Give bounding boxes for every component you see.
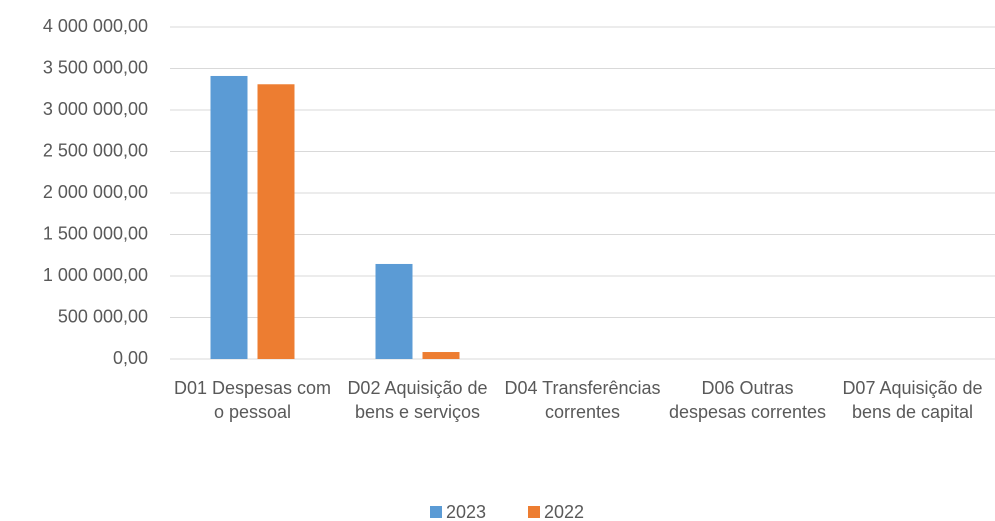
bar bbox=[257, 84, 295, 360]
x-tick-label: D01 Despesas com o pessoal bbox=[173, 378, 332, 422]
bar bbox=[375, 263, 413, 359]
y-tick-label: 4 000 000,00 bbox=[43, 16, 148, 36]
bar bbox=[422, 352, 460, 359]
y-tick-label: 2 000 000,00 bbox=[43, 182, 148, 202]
y-tick-label: 2 500 000,00 bbox=[43, 140, 148, 160]
y-tick-label: 500 000,00 bbox=[58, 306, 148, 326]
legend-swatch bbox=[528, 506, 540, 518]
x-tick-label: D06 Outras despesas correntes bbox=[668, 378, 827, 422]
y-tick-label: 3 500 000,00 bbox=[43, 57, 148, 77]
legend-swatch bbox=[430, 506, 442, 518]
x-tick-label: D02 Aquisição de bens e serviços bbox=[347, 378, 488, 422]
y-tick-label: 1 500 000,00 bbox=[43, 223, 148, 243]
x-tick-label: D07 Aquisição de bens de capital bbox=[842, 378, 983, 422]
y-tick-label: 3 000 000,00 bbox=[43, 99, 148, 119]
y-tick-label: 0,00 bbox=[113, 348, 148, 368]
legend-label: 2022 bbox=[544, 502, 584, 521]
x-tick-label: D04 Transferências correntes bbox=[504, 378, 661, 422]
y-tick-label: 1 000 000,00 bbox=[43, 265, 148, 285]
legend-label: 2023 bbox=[446, 502, 486, 521]
bar bbox=[210, 75, 248, 359]
